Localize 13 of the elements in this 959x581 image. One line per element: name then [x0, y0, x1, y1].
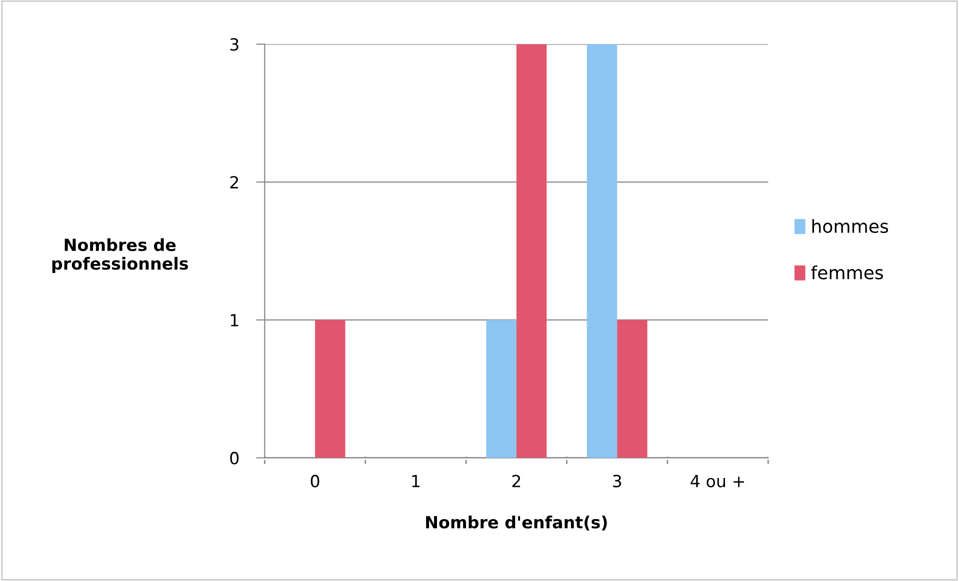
x-tick-label: 1	[412, 475, 420, 488]
x-axis-title: Nombre d'enfant(s)	[426, 516, 607, 530]
y-tick-label: 1	[230, 314, 238, 326]
y-tick-label: 3	[230, 38, 238, 51]
y-tick-label: 2	[230, 176, 238, 188]
x-tick-label: 0	[310, 474, 320, 488]
x-tick-label: 2	[512, 474, 520, 488]
x-tick-label: 4 ou +	[690, 475, 744, 488]
legend-label: hommes	[812, 219, 888, 234]
legend-label: femmes	[811, 265, 884, 280]
y-axis-title: Nombres de professionnels	[52, 238, 188, 274]
x-tick-label: 3	[613, 474, 622, 488]
y-tick-label: 0	[230, 452, 239, 464]
